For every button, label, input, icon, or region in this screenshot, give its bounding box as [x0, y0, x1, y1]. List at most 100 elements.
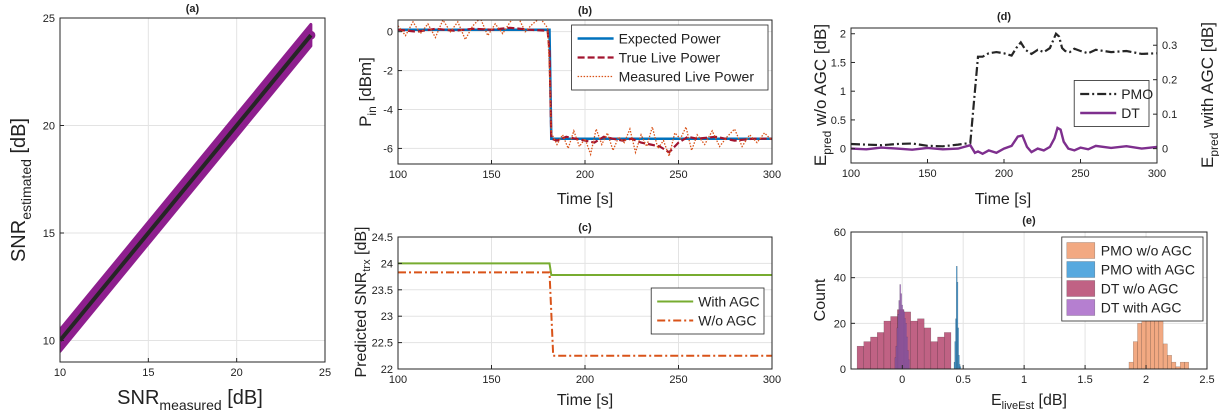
plot-content: [398, 262, 772, 357]
legend-swatch: [1066, 299, 1096, 316]
y-tick-label: 0: [840, 364, 846, 376]
y-axis-label: Pin [dBm]: [356, 57, 379, 127]
y-tick-label: 23.5: [372, 285, 393, 297]
y-axis-label-unit: [dB]: [8, 118, 30, 159]
y-tick-label: 10: [43, 336, 55, 348]
histogram-bar: [959, 366, 962, 369]
legend: Expected Power True Live Power Measured Li…: [571, 24, 769, 91]
y-tick-label: 25: [43, 13, 55, 25]
x-tick-label: 250: [1071, 168, 1089, 180]
histogram-bar: [1167, 355, 1172, 369]
x-tick-label: 150: [482, 169, 500, 181]
legend-box: [1073, 80, 1150, 127]
legend-label: Measured Live Power: [619, 69, 755, 85]
y-tick-label: 1.5: [831, 57, 846, 69]
y-tick-label: 23: [381, 311, 393, 323]
histogram-bar: [856, 345, 865, 369]
x-tick-label: 150: [482, 374, 500, 386]
x-tick-label: 2.5: [1199, 374, 1214, 386]
histogram-bar: [1128, 361, 1134, 369]
legend-label: PMO with AGC: [1101, 262, 1195, 278]
x-axis-label-unit: [dB]: [222, 387, 263, 409]
legend-swatch: [1066, 280, 1096, 297]
x-tick-label: 150: [918, 168, 936, 180]
x-tick-label: 300: [1148, 168, 1166, 180]
x-axis-label-sub: measured: [159, 397, 221, 413]
y2-axis-label-main: E: [1198, 157, 1217, 168]
histogram-bar: [1158, 318, 1164, 369]
y-axis-label: Epred w/o AGC [dB]: [811, 24, 834, 166]
legend-label: DT w/o AGC: [1101, 281, 1179, 297]
y-tick-label: 20: [43, 121, 55, 133]
y2-tick-label: 0.3: [1162, 40, 1177, 52]
x-tick-label: 200: [576, 169, 594, 181]
legend-label: W/o AGC: [698, 313, 756, 329]
y-axis-label-main: Count: [812, 278, 829, 321]
y-axis-label-main: E: [811, 155, 830, 166]
axes-frame: [59, 17, 326, 363]
series-pmo-line: [851, 31, 1157, 148]
y-tick-label: 1: [840, 86, 846, 98]
x-tick-label: 100: [389, 169, 407, 181]
panel-d: 100 150 200 250 300 0 0.5 1 1.5 2 0 0.1 0.2 0.3 (d) Tim…: [811, 11, 1219, 208]
x-tick-label: 300: [763, 374, 781, 386]
plot-content: [851, 31, 1157, 156]
legend-swatch: [1066, 242, 1096, 259]
y-axis-label-unit: [dB]: [353, 227, 370, 260]
y-tick-label: 22.5: [372, 338, 393, 350]
panel-title: (c): [578, 222, 592, 234]
y-axis-label-unit: [dBm]: [356, 57, 375, 106]
legend-label: PMO w/o AGC: [1101, 243, 1192, 259]
y2-axis-label-sub: pred: [1207, 133, 1219, 157]
legend-box: [650, 287, 765, 335]
legend-label: DT: [1121, 105, 1140, 121]
series-dt-line: [851, 126, 1157, 156]
y-tick-label: 2: [840, 29, 846, 41]
legend-label: PMO: [1121, 86, 1153, 102]
x-tick-label: 20: [231, 367, 243, 379]
x-axis-label-main: Time [s]: [557, 191, 613, 208]
x-axis-label: Time [s]: [557, 392, 613, 409]
y-axis-label-sub: pred: [820, 131, 834, 155]
histogram-bar: [877, 332, 885, 369]
histogram-bar: [1162, 343, 1168, 369]
y-axis-label: Count: [812, 278, 829, 321]
y-tick-label: 24: [381, 258, 393, 270]
x-axis-label-main: Time [s]: [975, 191, 1031, 208]
histogram-bar: [908, 359, 910, 369]
legend-label: True Live Power: [619, 50, 721, 66]
panel-e: 0 0.5 1 1.5 2 2.5 0 20 40 60 (e) EliveEst [dB] Count…: [812, 215, 1215, 412]
x-tick-label: 15: [142, 367, 154, 379]
histogram-bar: [956, 282, 959, 369]
y-tick-label: 15: [43, 228, 55, 240]
x-axis-label-main: SNR: [117, 387, 159, 409]
x-axis-label: Time [s]: [975, 191, 1031, 208]
x-tick-label: 250: [669, 169, 687, 181]
histogram-bar: [883, 320, 891, 369]
y-axis-label-main: Predicted SNR: [353, 272, 370, 378]
x-tick-label: 300: [763, 169, 781, 181]
x-tick-label: 0: [899, 374, 905, 386]
y2-tick-label: 0.1: [1162, 109, 1177, 121]
series-with-agc-line: [398, 262, 772, 276]
panel-title: (e): [1022, 215, 1036, 227]
axes-frame: [850, 231, 1208, 370]
y-tick-label: -6: [383, 143, 393, 155]
legend-label: Expected Power: [619, 31, 721, 47]
series-w-o-agc-line: [398, 271, 772, 357]
x-tick-label: 10: [54, 367, 66, 379]
legend: PMO DT: [1073, 80, 1153, 127]
panel-b: 100 150 200 250 300 0 -2 -4 -6 (b) Time [s] Pin [dB…: [356, 5, 781, 208]
x-axis-label-sub: liveEst: [1002, 400, 1034, 412]
y-tick-label: 24.5: [372, 232, 393, 244]
y-tick-label: 0.5: [831, 115, 846, 127]
x-axis-label: Time [s]: [557, 191, 613, 208]
legend: PMO w/o AGC PMO with AGC DT w/o AGC DT with…: [1061, 236, 1204, 322]
histogram-bar: [863, 341, 871, 369]
y-tick-label: 0: [387, 27, 393, 39]
histogram-bar: [930, 341, 938, 369]
histogram-bar: [1133, 341, 1138, 369]
plot-content: [398, 20, 772, 159]
histogram-bar: [1184, 361, 1189, 369]
